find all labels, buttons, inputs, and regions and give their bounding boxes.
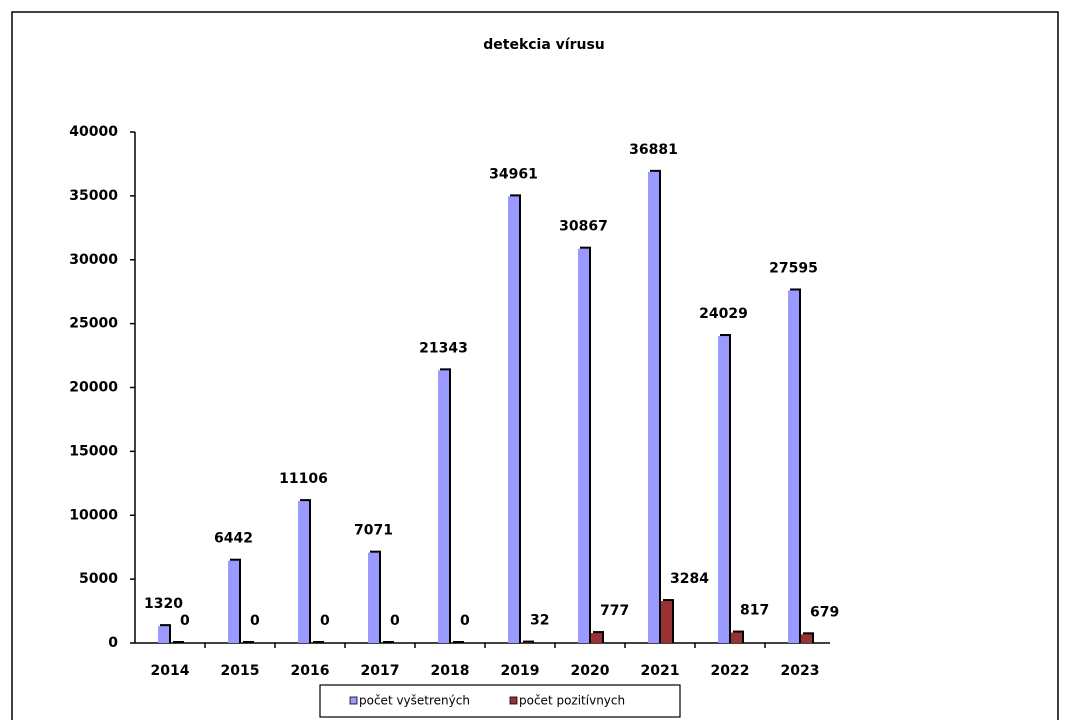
x-tick-label: 2020 (571, 663, 610, 679)
y-tick-label: 20000 (69, 380, 118, 396)
y-tick-label: 35000 (69, 188, 118, 204)
bar-shadow (523, 640, 534, 643)
data-label: 30867 (559, 219, 608, 235)
x-tick-label: 2022 (711, 663, 750, 679)
data-label: 24029 (699, 306, 748, 322)
x-tick-label: 2018 (431, 663, 470, 679)
legend-swatch (349, 696, 358, 705)
x-tick-label: 2017 (361, 663, 400, 679)
bar (661, 601, 672, 643)
bar (648, 171, 659, 644)
x-tick-label: 2023 (781, 663, 820, 679)
data-label: 7071 (354, 523, 393, 539)
y-tick-label: 30000 (69, 252, 118, 268)
data-label: 0 (390, 613, 400, 629)
y-tick-label: 0 (108, 635, 118, 651)
data-label: 34961 (489, 166, 538, 182)
data-label: 817 (740, 603, 769, 619)
x-tick-label: 2015 (221, 663, 260, 679)
chart-frame (11, 11, 1059, 720)
y-tick-label: 10000 (69, 507, 118, 523)
bar-shadow (453, 641, 464, 643)
legend-text: počet pozitívnych (519, 694, 625, 708)
bar (508, 196, 519, 643)
bar (298, 501, 309, 643)
y-tick-label: 5000 (79, 571, 118, 587)
bar (368, 552, 379, 643)
bar-shadow (383, 641, 394, 643)
bar (228, 560, 239, 643)
legend (319, 684, 681, 718)
legend-swatch (509, 696, 518, 705)
data-label: 679 (810, 604, 839, 620)
data-label: 6442 (214, 531, 253, 547)
bar (788, 290, 799, 643)
bar-shadow (173, 641, 184, 643)
bar (801, 634, 812, 643)
y-tick-label: 40000 (69, 124, 118, 140)
data-label: 3284 (670, 571, 709, 587)
bar-shadow (243, 641, 254, 643)
bar (731, 632, 742, 643)
data-label: 0 (460, 613, 470, 629)
x-tick-label: 2019 (501, 663, 540, 679)
x-tick-label: 2021 (641, 663, 680, 679)
bar (158, 626, 169, 643)
chart-title: detekcia vírusu (483, 37, 605, 53)
x-tick-label: 2016 (291, 663, 330, 679)
data-label: 27595 (769, 260, 818, 276)
data-label: 1320 (144, 596, 183, 612)
data-label: 36881 (629, 142, 678, 158)
data-label: 777 (600, 603, 629, 619)
bar (578, 248, 589, 643)
legend-text: počet vyšetrených (359, 694, 470, 708)
data-label: 21343 (419, 340, 468, 356)
data-label: 0 (180, 613, 190, 629)
y-tick-label: 15000 (69, 443, 118, 459)
data-label: 0 (320, 613, 330, 629)
data-label: 32 (530, 613, 549, 629)
x-tick-label: 2014 (151, 663, 190, 679)
bar (438, 370, 449, 643)
bar (591, 633, 602, 643)
data-label: 11106 (279, 471, 328, 487)
y-tick-label: 25000 (69, 316, 118, 332)
data-label: 0 (250, 613, 260, 629)
bar-shadow (313, 641, 324, 643)
bar (718, 336, 729, 643)
